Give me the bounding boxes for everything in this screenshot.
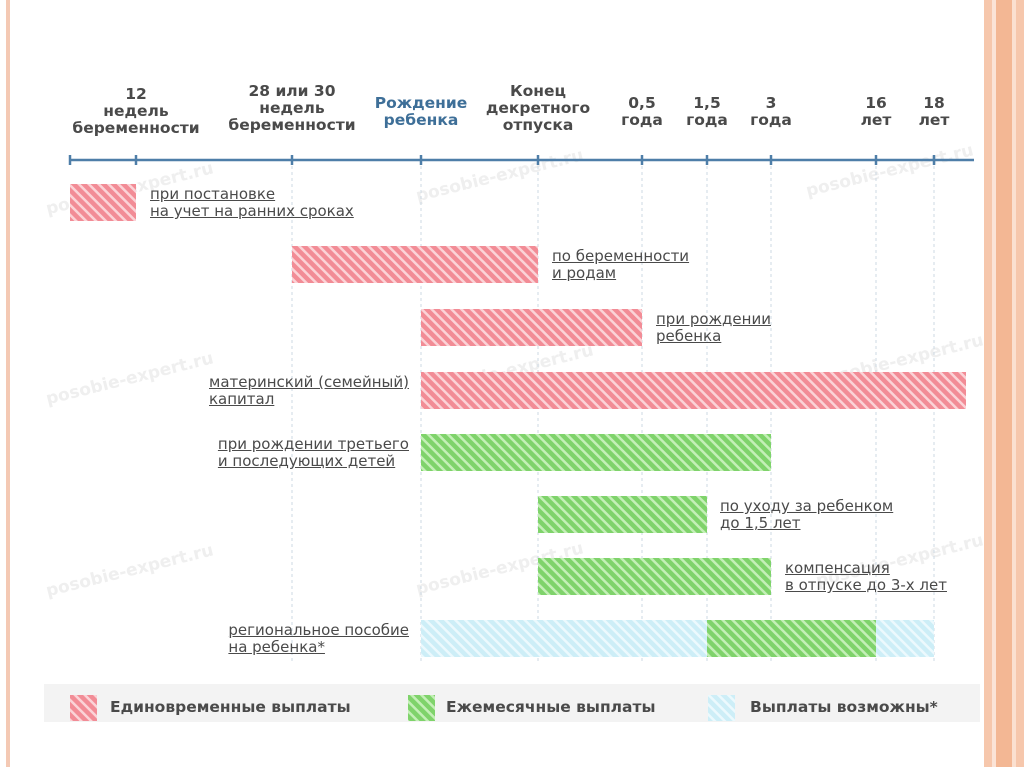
slide-border-left	[6, 0, 10, 767]
benefit-label: при рождении третьего и последующих детей	[217, 435, 409, 470]
benefit-bar	[292, 246, 538, 283]
timeline-area	[44, 52, 980, 684]
legend-swatch-monthly	[408, 695, 435, 721]
benefit-bar	[421, 372, 966, 409]
legend-label-possible: Выплаты возможны*	[750, 698, 938, 716]
timeline-marker-1.5y: 1,5 года	[686, 94, 728, 129]
benefit-label: региональное пособие на ребенка*	[228, 621, 409, 656]
timeline-marker-0.5y: 0,5 года	[621, 94, 663, 129]
benefit-label: компенсация в отпуске до 3-х лет	[785, 559, 947, 594]
benefit-bar	[421, 309, 642, 346]
timeline-marker-18y: 18 лет	[918, 94, 950, 129]
timeline-marker-28w: 28 или 30 недель беременности	[228, 82, 356, 134]
timeline-diagram	[68, 155, 974, 721]
benefit-bar	[421, 434, 771, 471]
benefit-label: при постановке на учет на ранних сроках	[150, 185, 354, 220]
benefit-label: материнский (семейный) капитал	[209, 373, 409, 408]
benefit-label: при рождении ребенка	[656, 310, 771, 345]
legend-label-one-time: Единовременные выплаты	[110, 698, 351, 716]
timeline-marker-3y: 3 года	[750, 94, 792, 129]
timeline-marker-12w: 12 недель беременности	[72, 85, 200, 137]
benefit-bar-monthly-segment	[707, 620, 876, 657]
legend-swatch-possible	[708, 695, 735, 721]
timeline-marker-16y: 16 лет	[860, 94, 892, 129]
timeline-marker-leave-end: Конец декретного отпуска	[485, 82, 591, 134]
benefit-bar	[538, 558, 771, 595]
benefit-label: по беременности и родам	[552, 247, 690, 282]
benefit-bar	[538, 496, 707, 533]
timeline-marker-birth: Рождение ребенка	[374, 94, 468, 129]
benefit-bar	[70, 184, 136, 221]
legend-swatch-one-time	[70, 695, 97, 721]
legend-label-monthly: Ежемесячные выплаты	[446, 698, 656, 716]
slide-border-right	[978, 0, 1024, 767]
diagram-panel: posobie-expert.ru posobie-expert.ru posobi…	[44, 52, 986, 722]
benefit-label: по уходу за ребенком до 1,5 лет	[720, 497, 894, 532]
